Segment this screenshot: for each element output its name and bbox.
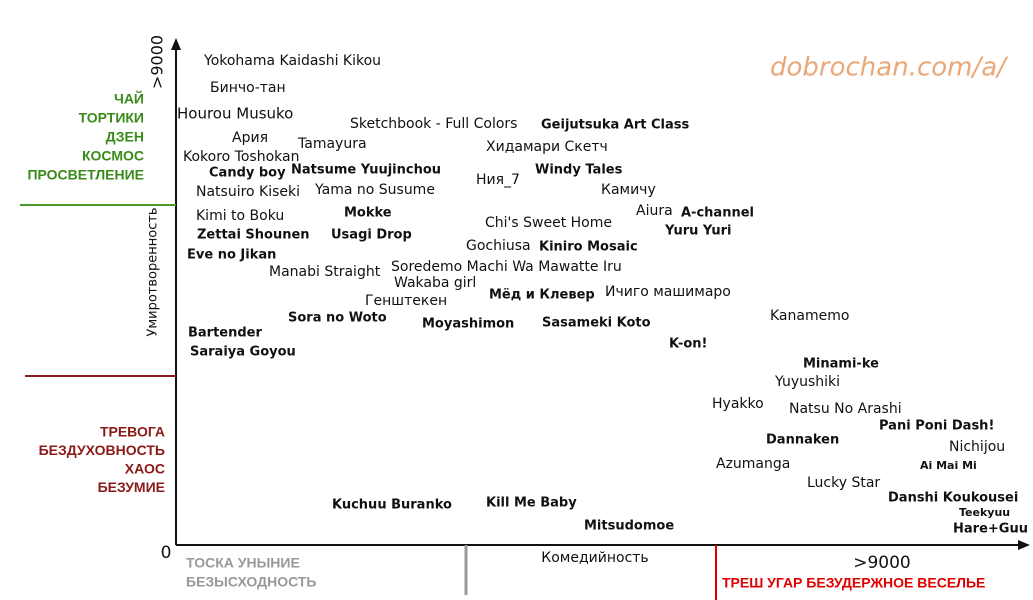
y-arrow [171, 38, 181, 50]
zone-label: ТРЕВОГА [100, 424, 165, 440]
anime-title: Бинчо-тан [210, 80, 286, 96]
watermark: dobrochan.com/a/ [770, 53, 1009, 83]
x-arrow [1018, 540, 1030, 550]
anime-title: Wakaba girl [394, 275, 476, 291]
anime-title: Lucky Star [807, 475, 880, 491]
zone-label: БЕЗЫСХОДНОСТЬ [186, 574, 316, 590]
zone-label: КОСМОС [82, 148, 144, 164]
anime-title: Candy boy [209, 166, 286, 181]
anime-title: Камичу [601, 182, 656, 198]
anime-title: Ария [232, 130, 268, 146]
zone-label: ХАОС [125, 461, 165, 477]
y-label: Умиротворенность [146, 207, 161, 336]
anime-title: Natsuiro Kiseki [196, 184, 300, 200]
anime-title: Chi's Sweet Home [485, 215, 612, 231]
anime-title: Mokke [344, 206, 392, 221]
anime-title: A-channel [681, 206, 754, 221]
anime-title: Мёд и Клевер [489, 288, 595, 303]
anime-title: Saraiya Goyou [190, 345, 296, 360]
anime-title: Usagi Drop [331, 228, 412, 243]
anime-title: Hare+Guu [953, 522, 1028, 537]
anime-title: Kimi to Boku [196, 208, 284, 224]
y-max: >9000 [148, 35, 167, 89]
anime-title: Sora no Woto [288, 311, 387, 326]
anime-title: Minami-ke [803, 357, 879, 372]
zone-label: ТОСКА УНЫНИЕ [186, 555, 300, 571]
anime-title: Danshi Koukousei [888, 491, 1018, 506]
anime-title: Natsume Yuujinchou [291, 163, 441, 178]
anime-title: Manabi Straight [269, 264, 381, 280]
zone-label: ДЗЕН [106, 129, 144, 145]
anime-title: Windy Tales [535, 163, 623, 178]
anime-title: Sasameki Koto [542, 316, 651, 331]
x-origin: 0 [161, 543, 172, 563]
anime-title: Azumanga [716, 456, 790, 472]
anime-title: Sketchbook - Full Colors [350, 116, 517, 132]
anime-title: Geijutsuka Art Class [541, 118, 690, 133]
anime-title: Bartender [188, 326, 263, 341]
anime-title: Tamayura [297, 136, 367, 152]
anime-title: Eve no Jikan [187, 248, 276, 263]
x-label: Комедийность [541, 550, 648, 566]
zone-label: ТРЕШ УГАР БЕЗУДЕРЖНОЕ ВЕСЕЛЬЕ [722, 575, 985, 591]
zone-label: ПРОСВЕТЛЕНИЕ [27, 167, 144, 183]
anime-title: Teekyuu [959, 506, 1010, 519]
anime-title: Yama no Susume [314, 182, 435, 198]
anime-title: K-on! [669, 337, 707, 352]
anime-title: Gochiusa [466, 238, 531, 254]
zone-label: БЕЗДУХОВНОСТЬ [39, 442, 165, 458]
anime-title: Ния_7 [476, 172, 520, 188]
zone-label: ЧАЙ [114, 90, 144, 107]
anime-title: Nichijou [949, 439, 1005, 455]
anime-title: Kill Me Baby [486, 496, 577, 511]
anime-title: Генштекен [365, 293, 447, 309]
anime-title: Pani Poni Dash! [879, 419, 994, 434]
anime-title: Kokoro Toshokan [183, 149, 299, 165]
anime-title: Mitsudomoe [584, 519, 674, 534]
anime-title: Yuyushiki [774, 374, 840, 390]
anime-title: Yokohama Kaidashi Kikou [203, 53, 381, 69]
anime-title: Moyashimon [422, 317, 514, 332]
anime-title: Hyakko [712, 396, 764, 412]
anime-title: Kiniro Mosaic [539, 240, 638, 255]
anime-title: Zettai Shounen [197, 228, 310, 243]
zone-label: БЕЗУМИЕ [98, 479, 165, 495]
anime-title: Kuchuu Buranko [332, 498, 452, 513]
x-max: >9000 [853, 553, 911, 573]
anime-title: Soredemo Machi Wa Mawatte Iru [391, 259, 622, 275]
anime-title: Ai Mai Mi [920, 459, 977, 472]
zone-label: ТОРТИКИ [79, 110, 144, 126]
anime-title: Dannaken [766, 433, 839, 448]
anime-title: Natsu No Arashi [789, 401, 902, 417]
anime-title: Kanamemo [770, 308, 849, 324]
anime-title: Hourou Musuko [177, 105, 293, 123]
anime-title: Aiura [636, 203, 673, 219]
anime-title: Хидамари Скетч [486, 139, 608, 155]
anime-title: Ичиго машимаро [605, 284, 731, 300]
anime-title: Yuru Yuri [664, 224, 732, 239]
